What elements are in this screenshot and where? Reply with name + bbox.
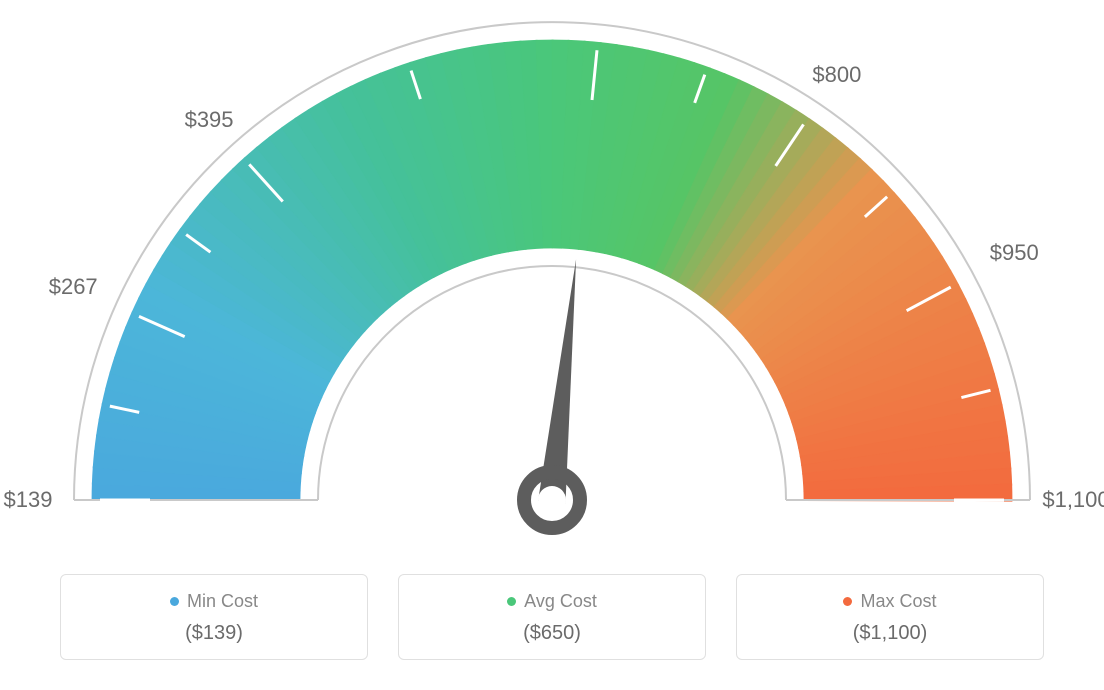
gauge-tick-label: $800 (812, 62, 861, 88)
legend-value-avg: ($650) (409, 622, 695, 645)
legend-box-min: Min Cost ($139) (60, 574, 368, 660)
legend-label-min: Min Cost (71, 591, 357, 612)
legend-label-text-max: Max Cost (860, 591, 936, 612)
gauge-tick-label: $1,100 (1042, 487, 1104, 513)
gauge-tick-label: $139 (4, 487, 53, 513)
legend-label-text-min: Min Cost (187, 591, 258, 612)
gauge-area: $139 $267 $395 $650 $800 $950 $1,100 (0, 0, 1104, 560)
legend-dot-min (170, 597, 179, 606)
legend-area: Min Cost ($139) Avg Cost ($650) Max Cost… (60, 574, 1044, 660)
cost-gauge-chart: $139 $267 $395 $650 $800 $950 $1,100 Min Cost … (0, 0, 1104, 690)
gauge-tick-label: $267 (49, 274, 98, 300)
gauge-tick-label: $395 (185, 107, 234, 133)
legend-box-max: Max Cost ($1,100) (736, 574, 1044, 660)
legend-value-max: ($1,100) (747, 622, 1033, 645)
legend-label-avg: Avg Cost (409, 591, 695, 612)
gauge-svg (0, 0, 1104, 560)
gauge-tick-label: $950 (990, 240, 1039, 266)
gauge-tick-label: $650 (578, 0, 627, 4)
legend-dot-max (843, 597, 852, 606)
legend-box-avg: Avg Cost ($650) (398, 574, 706, 660)
legend-label-text-avg: Avg Cost (524, 591, 597, 612)
legend-dot-avg (507, 597, 516, 606)
legend-value-min: ($139) (71, 622, 357, 645)
legend-label-max: Max Cost (747, 591, 1033, 612)
